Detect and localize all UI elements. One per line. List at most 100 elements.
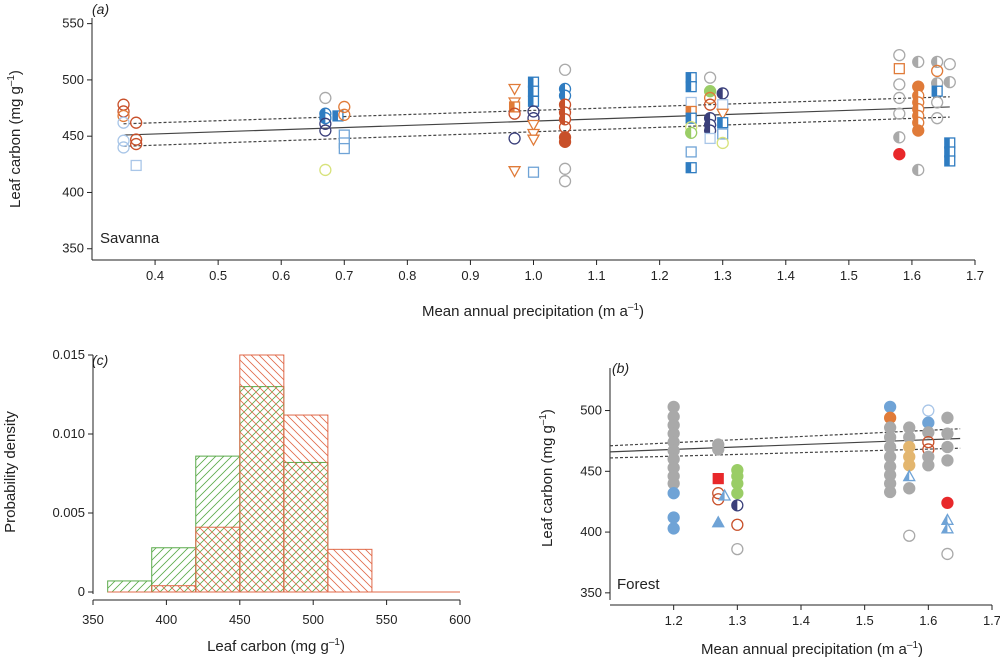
data-point <box>941 427 954 440</box>
panel-a-savanna-scatter: 350 400 450 500 550 0.4 0.5 0.6 0.7 0.8 0.9 1.0 1.1… <box>6 1 984 320</box>
data-point <box>941 440 954 454</box>
panel-b-forest-scatter: 350 400 450 500 1.2 1.3 1.4 1.5 1.6 1.7 (b) Fore… <box>538 360 1000 657</box>
data-point <box>703 98 717 111</box>
histogram-bar <box>195 526 241 593</box>
x-tick-label: 0.9 <box>461 268 479 283</box>
data-point <box>703 91 717 105</box>
data-point <box>526 134 541 147</box>
data-point <box>508 132 521 145</box>
y-tick-label: 450 <box>62 128 84 143</box>
y-tick-label: 0.005 <box>52 505 85 520</box>
data-point <box>117 98 130 111</box>
panel-b-x-ticks: 1.2 1.3 1.4 1.5 1.6 1.7 <box>665 605 1000 628</box>
panel-c-y-ticks: 0 0.005 0.010 0.015 <box>52 347 93 599</box>
x-tick-label: 1.0 <box>524 268 542 283</box>
panel-b-letter: (b) <box>612 360 629 376</box>
y-tick-label: 400 <box>62 184 84 199</box>
x-tick-label: 0.4 <box>146 268 164 283</box>
data-point <box>711 515 725 528</box>
data-point <box>893 131 906 144</box>
panel-a-annotation: Savanna <box>100 230 160 247</box>
data-point <box>716 108 730 121</box>
x-tick-label: 1.4 <box>792 613 810 628</box>
data-point <box>731 487 744 500</box>
panel-c-bars <box>107 354 460 593</box>
data-point <box>338 100 351 114</box>
data-point <box>667 522 680 535</box>
data-point <box>931 55 944 69</box>
panel-a-x-axis-label: Mean annual precipitation (m a–1) <box>422 302 644 320</box>
y-tick-label: 0 <box>78 584 85 599</box>
panel-b-annotation: Forest <box>617 576 660 593</box>
panel-c-letter: (c) <box>92 352 108 368</box>
data-point <box>717 488 732 501</box>
panel-b-y-axis-label: Leaf carbon (mg g–1) <box>538 409 556 547</box>
histogram-bar <box>151 585 197 593</box>
data-point <box>903 459 916 472</box>
panel-a-x-ticks: 0.4 0.5 0.6 0.7 0.8 0.9 1.0 1.1 1.2 1.3 1.4 1.5 1.6 1… <box>146 260 984 283</box>
panel-a-y-axis-label: Leaf carbon (mg g–1) <box>6 70 24 208</box>
panel-b-x-axis-label: Mean annual precipitation (m a–1) <box>701 640 923 657</box>
data-point <box>717 117 729 129</box>
data-point <box>717 128 729 140</box>
data-point <box>712 443 725 456</box>
data-point <box>903 529 916 542</box>
data-point <box>943 76 956 89</box>
x-tick-label: 1.2 <box>651 268 669 283</box>
data-point <box>922 426 935 439</box>
data-point <box>931 64 944 78</box>
data-point <box>508 107 521 120</box>
x-tick-label: 1.7 <box>966 268 984 283</box>
y-tick-label: 550 <box>62 16 84 31</box>
data-point <box>941 547 954 561</box>
data-point <box>922 435 935 449</box>
data-point <box>526 119 541 132</box>
data-point <box>319 91 332 105</box>
x-tick-label: 500 <box>302 612 324 627</box>
x-tick-label: 1.6 <box>903 268 921 283</box>
y-tick-label: 350 <box>580 585 602 600</box>
data-point <box>941 454 954 467</box>
panel-a-y-ticks: 350 400 450 500 550 <box>62 16 92 256</box>
data-point <box>558 175 572 188</box>
x-tick-label: 1.7 <box>983 613 1000 628</box>
data-point <box>883 400 897 414</box>
data-point <box>893 107 906 120</box>
y-tick-label: 0.010 <box>52 426 85 441</box>
histogram-bar <box>107 580 153 593</box>
data-point <box>507 83 522 96</box>
x-tick-label: 0.7 <box>335 268 353 283</box>
data-point <box>712 472 724 485</box>
data-point <box>117 141 130 154</box>
x-tick-label: 1.5 <box>856 613 874 628</box>
data-point <box>893 91 906 105</box>
data-point <box>526 128 541 141</box>
data-point <box>944 155 956 167</box>
data-point <box>922 459 935 472</box>
data-point <box>941 411 954 424</box>
panel-a-letter: (a) <box>92 1 109 17</box>
panel-c-x-ticks: 350 400 450 500 550 600 <box>82 600 471 627</box>
y-tick-label: 0.015 <box>52 347 85 362</box>
confidence-band-upper <box>123 96 950 125</box>
histogram-bar <box>327 548 373 593</box>
data-point <box>903 482 916 495</box>
data-point <box>685 112 697 124</box>
data-point <box>558 162 572 175</box>
data-point <box>704 132 716 145</box>
data-point <box>731 518 744 531</box>
x-tick-label: 400 <box>156 612 178 627</box>
x-tick-label: 1.3 <box>714 268 732 283</box>
y-tick-label: 350 <box>62 241 84 256</box>
x-tick-label: 0.8 <box>398 268 416 283</box>
panel-b-y-ticks: 350 400 450 500 <box>580 403 610 600</box>
data-point <box>902 469 916 482</box>
x-tick-label: 350 <box>82 612 104 627</box>
histogram-bar <box>239 354 285 593</box>
data-point <box>667 487 680 500</box>
data-point <box>319 124 332 137</box>
data-point <box>129 133 143 146</box>
data-point <box>685 162 697 174</box>
data-point <box>332 110 344 122</box>
